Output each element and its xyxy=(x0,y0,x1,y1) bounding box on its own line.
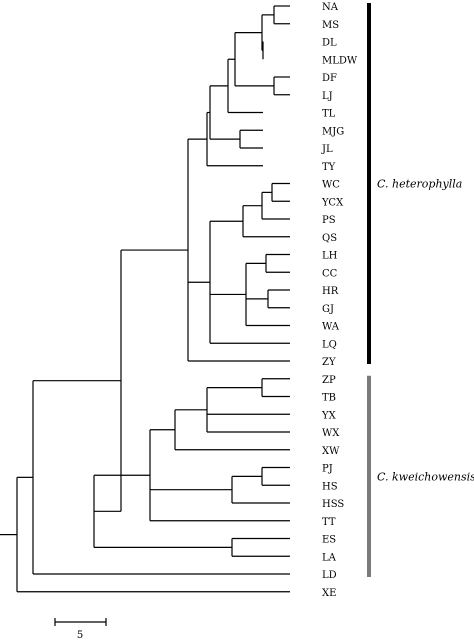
group-label: C. heterophylla xyxy=(377,178,462,191)
tip-label: ZY xyxy=(322,357,336,368)
tip-label: LQ xyxy=(322,339,337,350)
tip-label: TB xyxy=(322,393,336,404)
tip-label: QS xyxy=(322,233,337,244)
tip-label: NA xyxy=(322,2,339,13)
tip-label: TY xyxy=(322,162,336,173)
tip-label: YX xyxy=(321,410,337,421)
tip-label: TT xyxy=(322,517,336,528)
tip-label: LJ xyxy=(322,91,333,102)
tip-label: DL xyxy=(322,38,337,49)
tip-label: WA xyxy=(322,322,340,333)
tip-label: HSS xyxy=(322,499,344,510)
tip-label: PS xyxy=(322,215,336,226)
tip-label: MLDW xyxy=(322,55,358,66)
tip-label: GJ xyxy=(322,304,334,315)
tip-label: HR xyxy=(322,286,339,297)
scale-bar: 5 xyxy=(54,618,107,641)
tip-label: PJ xyxy=(322,464,333,475)
tip-label: XE xyxy=(322,588,336,599)
tip-label: CC xyxy=(322,268,338,279)
tip-label: LA xyxy=(322,552,337,563)
tip-label: JL xyxy=(321,144,333,155)
tip-label: LD xyxy=(322,570,337,581)
group-bars: C. heterophylla C. kweichowensis xyxy=(367,3,474,577)
tip-label: MJG xyxy=(322,126,344,137)
tip-label: WC xyxy=(322,180,340,191)
tip-label: DF xyxy=(322,73,337,84)
group-label: C. kweichowensis xyxy=(377,470,474,483)
tip-label: ZP xyxy=(322,375,336,386)
tip-label: LH xyxy=(322,251,338,262)
tip-label: MS xyxy=(322,20,339,31)
tip-labels: NA MS DL MLDW DF LJ TL MJG JL TY WC YCX PS QS LH CC HR GJ… xyxy=(321,2,358,599)
tip-label: ES xyxy=(322,535,336,546)
tip-label: YCX xyxy=(321,197,344,208)
tip-label: HS xyxy=(322,481,338,492)
tip-label: WX xyxy=(322,428,340,439)
tree-branches xyxy=(0,5,290,593)
tip-label: TL xyxy=(322,109,336,120)
tip-label: XW xyxy=(322,446,340,457)
scale-bar-label: 5 xyxy=(77,630,83,641)
